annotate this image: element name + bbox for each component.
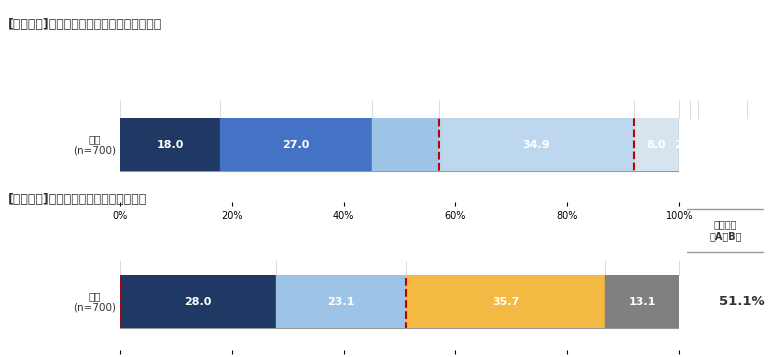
Text: 51.1%: 51.1% xyxy=(719,295,764,308)
Bar xyxy=(120,275,276,328)
Text: 挫折・中断したことはない: 挫折・中断したことはない xyxy=(473,226,538,235)
Text: 8.7: 8.7 xyxy=(713,140,732,150)
Text: 1.4: 1.4 xyxy=(684,140,704,150)
Text: 何度か中断→開始を
繰り返している(A): 何度か中断→開始を 繰り返している(A) xyxy=(171,221,225,240)
Text: 挫折経験
（A＋B）: 挫折経験 （A＋B） xyxy=(709,220,742,241)
Bar xyxy=(634,118,679,171)
Bar xyxy=(276,275,405,328)
Text: 2.0: 2.0 xyxy=(675,140,694,150)
Text: 27.0: 27.0 xyxy=(283,140,310,150)
Text: 34.9: 34.9 xyxy=(523,140,550,150)
Bar xyxy=(438,115,634,174)
Text: 残高をチェックする
ことはほとんどない: 残高をチェックする ことはほとんどない xyxy=(670,60,718,79)
Bar xyxy=(698,118,747,171)
Bar xyxy=(120,272,405,331)
Text: 2-3ヶ月に1回程度: 2-3ヶ月に1回程度 xyxy=(509,65,564,74)
Text: 13.1: 13.1 xyxy=(628,297,656,307)
Text: 1ヶ月に1回程度: 1ヶ月に1回程度 xyxy=(383,65,428,74)
Text: 23.1: 23.1 xyxy=(327,297,354,307)
Bar xyxy=(221,118,371,171)
Text: 金銭管理の記録を
したことがない: 金銭管理の記録を したことがない xyxy=(621,221,664,240)
Bar xyxy=(679,118,690,171)
Text: [グラフ３]自分のお金の管理記録の経験: [グラフ３]自分のお金の管理記録の経験 xyxy=(8,193,147,206)
Text: 28.0: 28.0 xyxy=(185,297,212,307)
Text: [グラフ２]銀行の預貯金残高のチェック頻度: [グラフ２]銀行の預貯金残高のチェック頻度 xyxy=(8,18,162,31)
Text: 18.0: 18.0 xyxy=(157,140,184,150)
Text: 8.0: 8.0 xyxy=(647,140,666,150)
Bar xyxy=(605,275,679,328)
Bar xyxy=(690,118,698,171)
Text: 2-3週に1回程度: 2-3週に1回程度 xyxy=(271,65,320,74)
Bar xyxy=(405,275,605,328)
Bar xyxy=(438,118,634,171)
Text: 35.7: 35.7 xyxy=(492,297,520,307)
Text: 1度くらい挫折・中断
したことがある(B): 1度くらい挫折・中断 したことがある(B) xyxy=(313,221,368,240)
Text: 全体
(n=700): 全体 (n=700) xyxy=(73,291,116,312)
Text: 全体
(n=700): 全体 (n=700) xyxy=(73,134,116,155)
Text: 4-6ヶ月に1回程度: 4-6ヶ月に1回程度 xyxy=(629,65,684,74)
Text: 週に1回以上: 週に1回以上 xyxy=(154,65,187,74)
Text: 6ヶ月に1回未満: 6ヶ月に1回未満 xyxy=(662,65,707,74)
Bar xyxy=(371,118,438,171)
Bar xyxy=(120,118,221,171)
